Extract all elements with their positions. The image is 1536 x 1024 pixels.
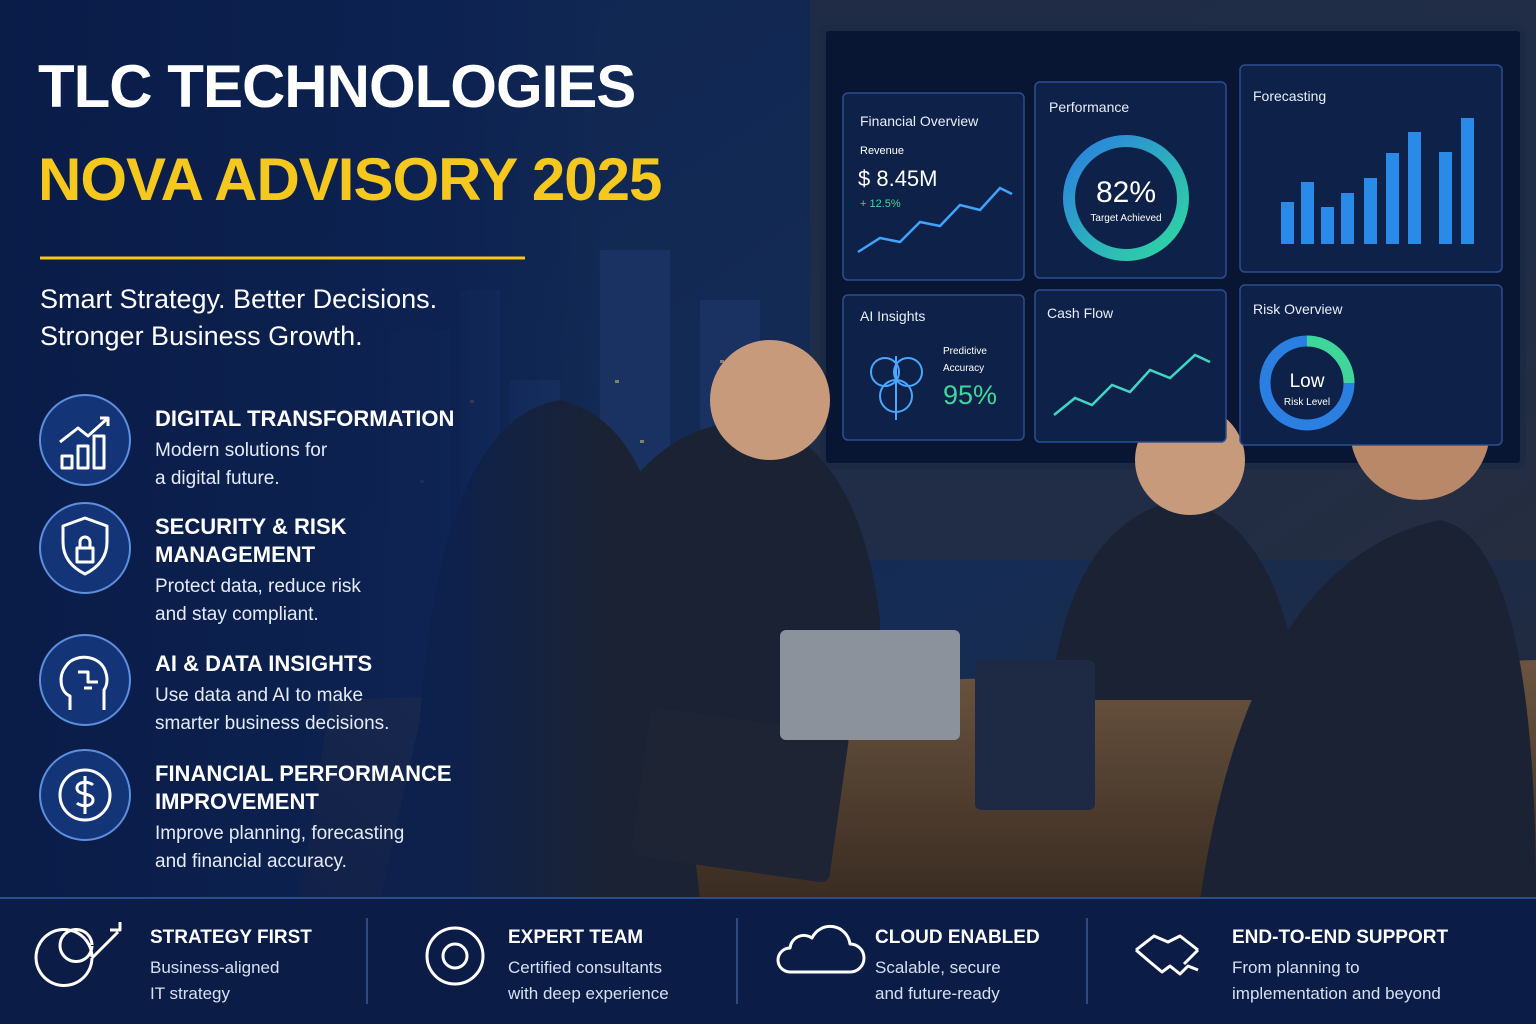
- feature-title: IMPROVEMENT: [155, 789, 319, 814]
- risk-caption: Risk Level: [1283, 397, 1331, 408]
- panel-title: AI Insights: [860, 308, 926, 324]
- benefit-title: EXPERT TEAM: [508, 927, 644, 948]
- feature-title: SECURITY & RISK: [155, 514, 347, 539]
- performance-value: 82%: [1095, 176, 1157, 209]
- feature-title: FINANCIAL PERFORMANCE: [155, 761, 452, 786]
- feature-description: a digital future.: [155, 468, 280, 489]
- feature-description: smarter business decisions.: [155, 713, 390, 734]
- benefit-description: with deep experience: [508, 984, 669, 1003]
- accuracy-value: 95%: [943, 380, 998, 410]
- feature-title: MANAGEMENT: [155, 542, 316, 567]
- benefit-title: END-TO-END SUPPORT: [1232, 927, 1449, 948]
- benefit-description: Certified consultants: [508, 958, 663, 977]
- revenue-value: $ 8.45M: [858, 166, 938, 191]
- panel-title: Risk Overview: [1253, 301, 1343, 317]
- panel-title: Financial Overview: [860, 113, 979, 129]
- performance-caption: Target Achieved: [1090, 213, 1162, 224]
- benefit-description: From planning to: [1232, 958, 1360, 977]
- benefit-title: CLOUD ENABLED: [875, 927, 1040, 948]
- tagline: Stronger Business Growth.: [40, 321, 363, 351]
- feature-description: and stay compliant.: [155, 604, 319, 625]
- feature-description: Improve planning, forecasting: [155, 823, 405, 844]
- feature-description: Protect data, reduce risk: [155, 576, 361, 597]
- feature-title: AI & DATA INSIGHTS: [155, 651, 373, 676]
- feature-description: and financial accuracy.: [155, 851, 347, 872]
- panel-label: Accuracy: [943, 363, 985, 374]
- title: TLC TECHNOLOGIES: [38, 53, 636, 120]
- benefit-description: implementation and beyond: [1232, 984, 1441, 1003]
- benefit-description: Scalable, secure: [875, 958, 1001, 977]
- tagline: Smart Strategy. Better Decisions.: [40, 284, 438, 314]
- benefit-description: IT strategy: [150, 984, 230, 1003]
- panel-label: Predictive: [943, 346, 987, 357]
- benefit-description: and future-ready: [875, 984, 1000, 1003]
- panel-title: Cash Flow: [1047, 305, 1114, 321]
- feature-description: Modern solutions for: [155, 440, 328, 461]
- subtitle: NOVA ADVISORY 2025: [38, 146, 662, 213]
- feature-title: DIGITAL TRANSFORMATION: [155, 406, 455, 431]
- revenue-change: + 12.5%: [860, 198, 901, 210]
- benefit-description: Business-aligned: [150, 958, 280, 977]
- panel-title: Performance: [1049, 99, 1130, 115]
- benefit-title: STRATEGY FIRST: [150, 927, 312, 948]
- panel-title: Forecasting: [1253, 88, 1327, 104]
- feature-description: Use data and AI to make: [155, 685, 364, 706]
- panel-label: Revenue: [860, 145, 905, 157]
- risk-value: Low: [1289, 371, 1325, 392]
